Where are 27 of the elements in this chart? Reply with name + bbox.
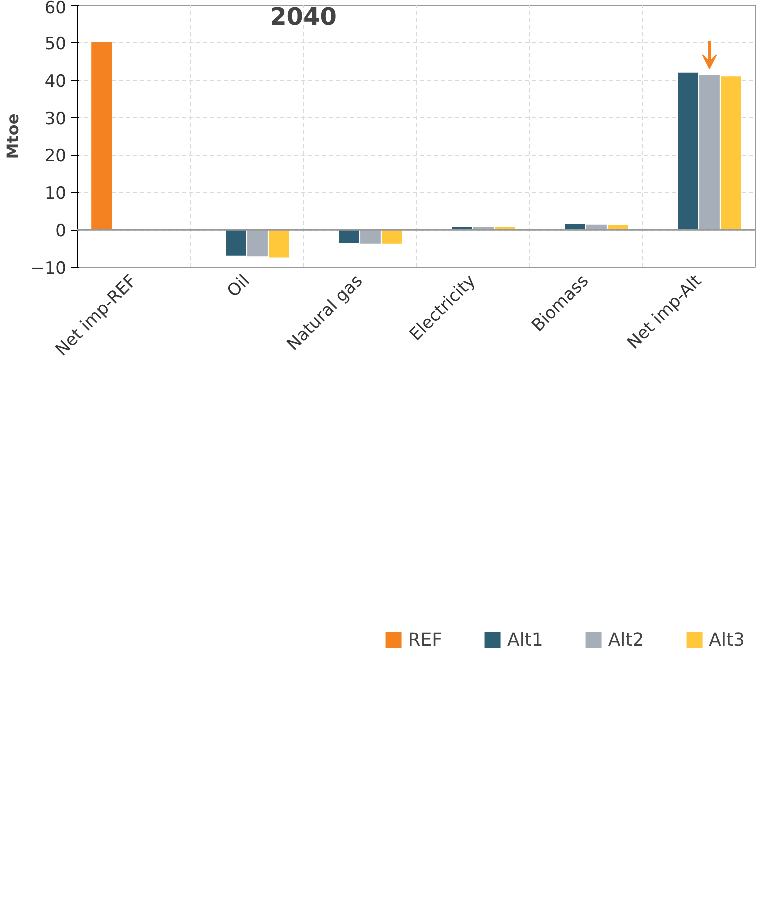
bar — [92, 42, 112, 230]
bar — [608, 225, 628, 230]
y-tick-label: −10 — [30, 259, 67, 279]
legend-label: Alt3 — [709, 630, 745, 650]
y-tick-label: 0 — [56, 222, 67, 242]
legend-label: Alt2 — [608, 630, 644, 650]
bar — [700, 75, 720, 230]
legend-label: REF — [408, 630, 443, 650]
bar — [678, 72, 698, 230]
y-tick-label: 30 — [44, 109, 67, 130]
x-tick-label: Oil — [224, 271, 254, 302]
bar — [721, 76, 742, 230]
y-axis-title: Mtoe — [4, 114, 23, 160]
y-tick-label: 50 — [44, 34, 67, 54]
legend-label: Alt1 — [508, 630, 544, 650]
chart-title: 2040 — [270, 2, 337, 31]
y-tick-label: 20 — [44, 146, 67, 167]
bar — [565, 224, 586, 230]
y-tick-label: 60 — [44, 0, 67, 18]
bar — [269, 230, 290, 258]
y-tick-label: 10 — [44, 184, 67, 204]
bar — [382, 230, 402, 244]
y-tick-label: 40 — [44, 72, 67, 92]
bar — [248, 230, 268, 257]
bar — [339, 230, 360, 244]
bar — [226, 230, 246, 256]
bar — [360, 230, 381, 244]
